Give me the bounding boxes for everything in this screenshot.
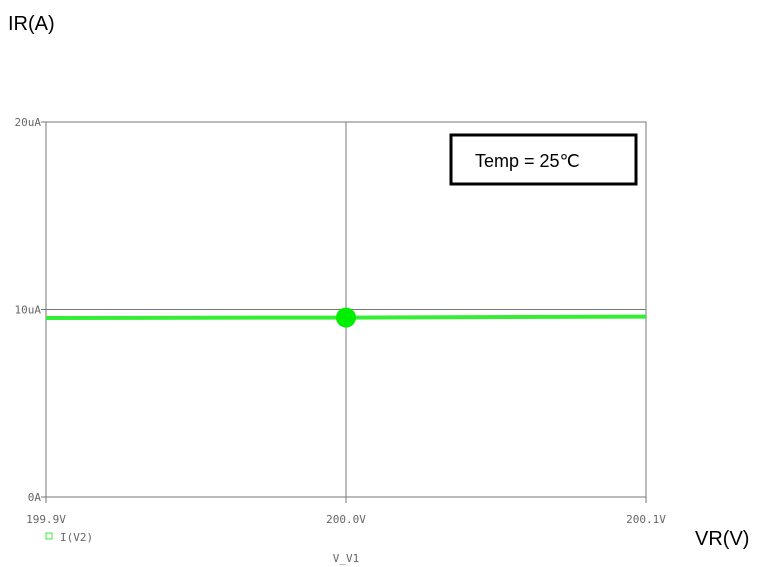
- y-tick-label: 10uA: [15, 304, 42, 317]
- x-tick-label: 199.9V: [26, 513, 66, 526]
- x-axis-outer-label: VR(V): [695, 528, 749, 550]
- legend-label: I(V2): [60, 531, 93, 544]
- legend-swatch: [45, 532, 53, 540]
- y-tick-label: 20uA: [15, 116, 42, 129]
- data-point-marker: [336, 307, 356, 328]
- series-layer: [45, 307, 647, 328]
- annotation-box: Temp = 25℃: [449, 133, 638, 186]
- x-axis-label: V_V1: [333, 552, 360, 565]
- ticks: 199.9V 200.0V 200.1V 0A 10uA 20uA: [15, 116, 667, 526]
- y-tick-label: 0A: [28, 491, 42, 504]
- annotation-text: Temp = 25℃: [475, 151, 580, 171]
- legend: I(V2): [45, 531, 93, 544]
- x-tick-label: 200.1V: [626, 513, 666, 526]
- y-axis-outer-label: IR(A): [8, 13, 55, 35]
- annotation-border: [449, 133, 638, 186]
- x-tick-label: 200.0V: [326, 513, 366, 526]
